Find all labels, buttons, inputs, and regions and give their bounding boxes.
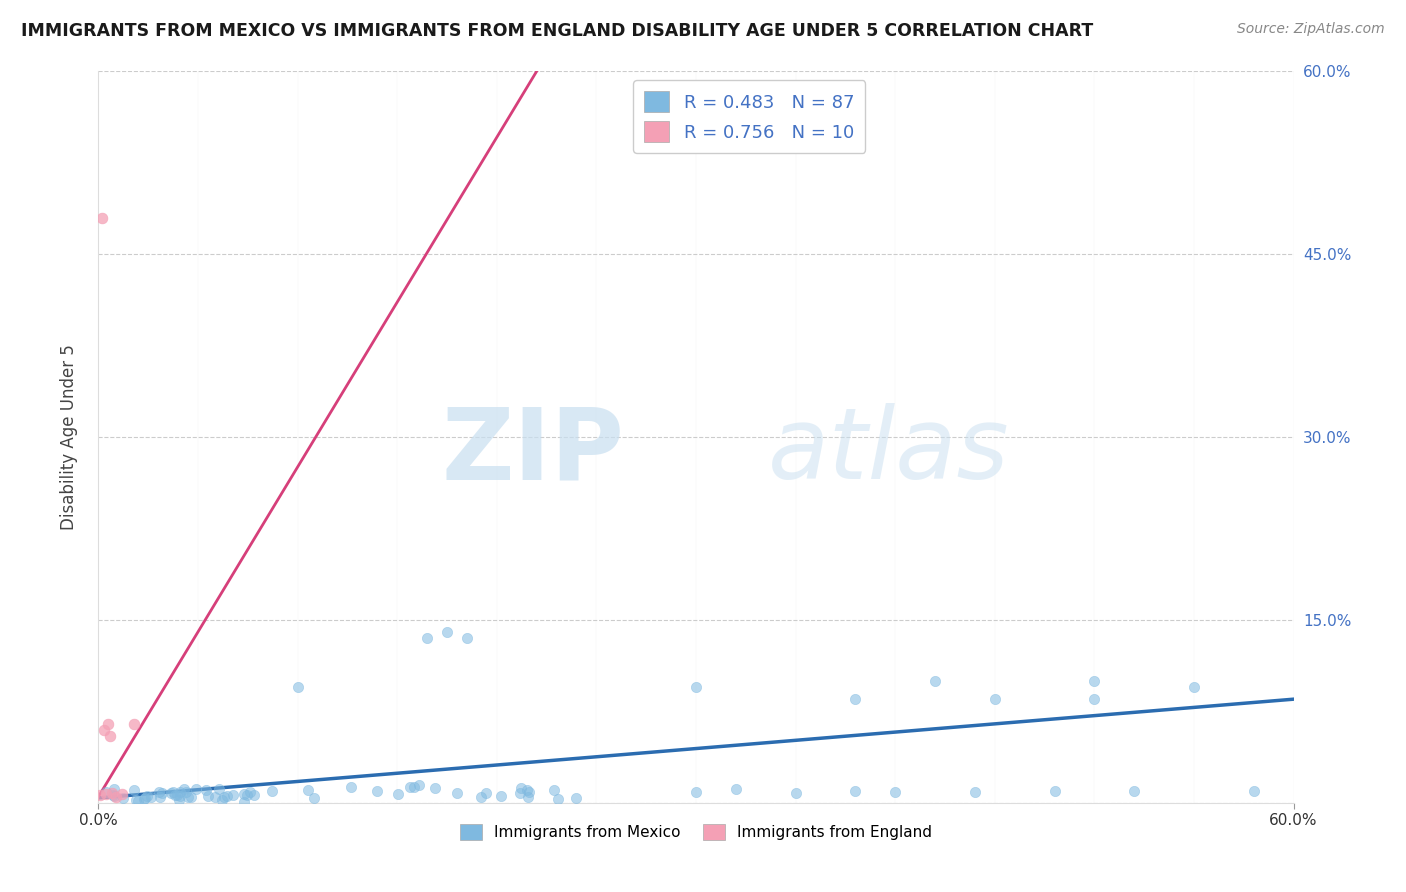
- Point: [543, 783, 565, 797]
- Point: [232, 787, 254, 801]
- Legend: Immigrants from Mexico, Immigrants from England: Immigrants from Mexico, Immigrants from …: [454, 818, 938, 847]
- Point: [510, 780, 533, 795]
- Point: [93, 723, 115, 737]
- Point: [180, 790, 202, 805]
- Point: [260, 784, 283, 798]
- Point: [176, 790, 198, 805]
- Point: [924, 673, 946, 688]
- Point: [166, 789, 188, 803]
- Point: [436, 625, 458, 640]
- Point: [97, 716, 120, 731]
- Point: [398, 780, 420, 795]
- Point: [148, 784, 170, 798]
- Point: [297, 782, 319, 797]
- Point: [287, 680, 309, 694]
- Point: [112, 791, 135, 805]
- Point: [136, 789, 159, 803]
- Point: [475, 786, 498, 800]
- Text: IMMIGRANTS FROM MEXICO VS IMMIGRANTS FROM ENGLAND DISABILITY AGE UNDER 5 CORRELA: IMMIGRANTS FROM MEXICO VS IMMIGRANTS FRO…: [21, 22, 1094, 40]
- Point: [509, 786, 531, 800]
- Point: [184, 781, 207, 796]
- Point: [211, 793, 233, 807]
- Point: [387, 787, 409, 801]
- Point: [105, 789, 128, 804]
- Point: [101, 788, 124, 802]
- Point: [159, 786, 181, 800]
- Point: [103, 782, 125, 797]
- Point: [408, 778, 430, 792]
- Point: [470, 790, 492, 805]
- Point: [232, 795, 254, 809]
- Point: [162, 785, 184, 799]
- Point: [416, 632, 439, 646]
- Y-axis label: Disability Age Under 5: Disability Age Under 5: [59, 344, 77, 530]
- Point: [141, 789, 163, 804]
- Point: [169, 789, 191, 803]
- Text: Source: ZipAtlas.com: Source: ZipAtlas.com: [1237, 22, 1385, 37]
- Point: [124, 793, 146, 807]
- Point: [984, 692, 1007, 706]
- Point: [134, 790, 156, 805]
- Point: [1123, 783, 1146, 797]
- Point: [565, 791, 588, 805]
- Point: [124, 716, 146, 731]
- Point: [165, 789, 187, 803]
- Point: [724, 782, 747, 797]
- Point: [197, 789, 219, 803]
- Point: [236, 788, 259, 802]
- Point: [221, 788, 243, 802]
- Point: [844, 692, 866, 706]
- Point: [174, 785, 197, 799]
- Point: [685, 680, 707, 694]
- Point: [208, 781, 231, 796]
- Text: ZIP: ZIP: [441, 403, 624, 500]
- Point: [132, 792, 155, 806]
- Point: [122, 783, 145, 797]
- Point: [91, 211, 114, 225]
- Point: [423, 781, 446, 796]
- Point: [963, 785, 986, 799]
- Point: [446, 786, 468, 800]
- Point: [1083, 692, 1105, 706]
- Point: [366, 783, 388, 797]
- Point: [89, 789, 111, 803]
- Point: [785, 786, 807, 800]
- Point: [1182, 680, 1205, 694]
- Point: [204, 789, 226, 804]
- Text: atlas: atlas: [768, 403, 1010, 500]
- Point: [101, 786, 124, 800]
- Point: [98, 729, 122, 743]
- Point: [212, 789, 235, 804]
- Point: [169, 784, 191, 798]
- Point: [516, 783, 538, 797]
- Point: [402, 780, 425, 794]
- Point: [243, 789, 266, 803]
- Point: [103, 789, 125, 803]
- Point: [127, 794, 149, 808]
- Point: [844, 783, 866, 797]
- Point: [1043, 783, 1066, 797]
- Point: [489, 789, 512, 803]
- Point: [173, 781, 195, 796]
- Point: [685, 785, 707, 799]
- Point: [239, 785, 262, 799]
- Point: [340, 780, 363, 794]
- Point: [150, 786, 173, 800]
- Point: [456, 632, 478, 646]
- Point: [195, 783, 218, 797]
- Point: [167, 793, 190, 807]
- Point: [96, 785, 118, 799]
- Point: [1083, 673, 1105, 688]
- Point: [516, 790, 538, 805]
- Point: [217, 789, 239, 803]
- Point: [111, 787, 134, 801]
- Point: [96, 787, 118, 801]
- Point: [547, 792, 569, 806]
- Point: [884, 785, 907, 799]
- Point: [517, 785, 540, 799]
- Point: [1243, 783, 1265, 797]
- Point: [302, 791, 325, 805]
- Point: [149, 790, 172, 805]
